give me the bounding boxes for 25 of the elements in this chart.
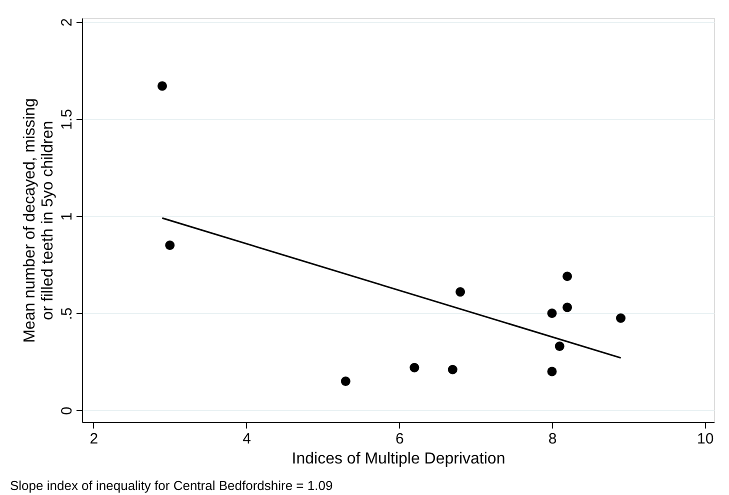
y-tick-label: 0 (58, 406, 76, 416)
x-tick-label: 4 (242, 430, 251, 448)
point (616, 313, 626, 323)
point (448, 364, 458, 374)
text: Slope index of inequality for Central Bedfordshire = 1.09 (10, 478, 333, 493)
y-tick-label: 1.5 (58, 109, 76, 130)
x-tick-label: 2 (90, 430, 98, 448)
y-tick-label: 1 (58, 212, 76, 221)
x-tick-label: 8 (548, 430, 557, 448)
x-axis-title: Indices of Multiple Deprivation (292, 450, 506, 468)
y-axis-title: Mean number of decayed, missing or filled teeth in 5yo children (22, 98, 56, 343)
point (562, 272, 572, 282)
y-tick-label: 2 (58, 18, 76, 27)
x-tick-label: 10 (696, 430, 714, 448)
point (562, 302, 572, 312)
x-tick-label: 6 (395, 430, 404, 448)
point (158, 81, 167, 91)
point (165, 240, 175, 250)
point (554, 342, 564, 351)
point (547, 308, 557, 318)
point (547, 366, 557, 376)
y-tick-label: .5 (58, 307, 76, 320)
point (340, 376, 350, 386)
point (410, 362, 420, 372)
point (456, 287, 466, 297)
